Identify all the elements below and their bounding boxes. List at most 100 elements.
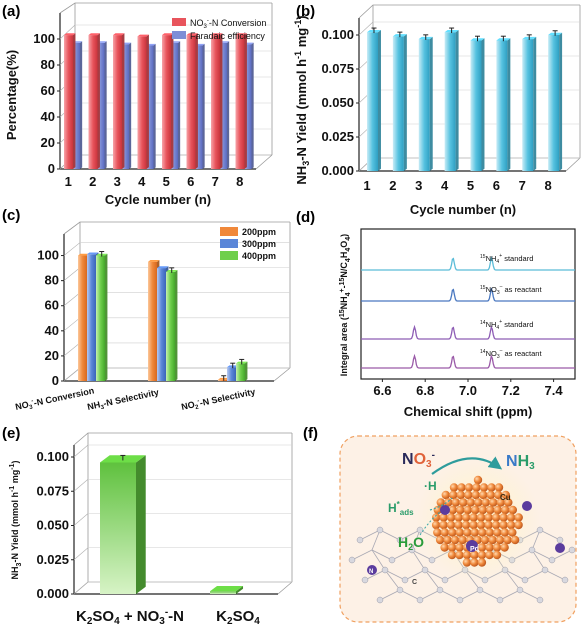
y-tick-label: 80 (45, 273, 59, 288)
legend-swatch-300ppm (220, 239, 238, 248)
bar-b-yield-8-side (559, 32, 563, 172)
gridline-diag (73, 479, 89, 492)
bar-b-yield-6-front (496, 40, 508, 171)
bar-e-1 (210, 585, 244, 594)
gridline-diag (73, 513, 89, 526)
cu-atom (492, 550, 502, 560)
carbon-atom (396, 536, 404, 544)
cu-atom (450, 535, 460, 545)
cu-label: Cu (500, 493, 511, 502)
y-tick-label: 80 (41, 57, 55, 72)
x-tick-label: 6.6 (373, 383, 391, 398)
bar-c-300ppm-1-top (157, 266, 169, 269)
bar-a-conversion-8-front (235, 35, 245, 169)
cu-atom (462, 550, 472, 560)
cu-atom (431, 520, 441, 530)
cu-atom (492, 543, 502, 552)
cu-atom (481, 498, 490, 507)
gridline-diag (63, 317, 81, 332)
y-tick-label: 0.025 (36, 552, 69, 567)
cu-atom (449, 490, 458, 500)
bar-e-1-front (210, 591, 236, 594)
spectrum-label-2: 14NH4+ standard (480, 319, 533, 331)
cu-atom (510, 535, 520, 545)
x-tick-label: 2 (89, 174, 96, 189)
bar-c-300ppm-0-top (87, 252, 99, 255)
cu-atom (472, 483, 481, 492)
x-tick-label: 3 (415, 178, 422, 193)
cu-atom (493, 528, 502, 537)
cu-atom (477, 513, 486, 522)
cu-atom (479, 490, 488, 500)
bar-b-yield-3-side (429, 36, 433, 171)
bar-a-conversion-6-front (186, 35, 196, 169)
gridline-diag (63, 267, 81, 281)
gridline-diag (73, 547, 89, 560)
carbon-atom (396, 586, 404, 594)
cu-atom (451, 498, 460, 507)
cu-atom (441, 490, 450, 500)
carbon-atom (521, 576, 529, 584)
bar-a-conversion-1-front (64, 35, 73, 169)
bar-a-faradaic-3-front (121, 44, 129, 170)
carbon-atom (408, 546, 416, 554)
panel-b-ylabel: NH3-N Yield (mmol h-1 mg-1) (293, 15, 311, 184)
carbon-atom (361, 576, 369, 584)
legend-swatch-faradaic (172, 31, 186, 39)
cu-atom (514, 520, 523, 530)
bar-a-conversion-2 (88, 33, 100, 170)
legend-swatch-400ppm (220, 251, 238, 260)
x-tick-label: 7.4 (545, 383, 564, 398)
cu-atom (484, 520, 493, 530)
bar-c-400ppm-0-front (96, 255, 105, 381)
carbon-atom (388, 556, 396, 564)
panel-a-label: (a) (2, 3, 20, 20)
cu-atom (493, 505, 502, 515)
bar-a-faradaic-7-front (219, 42, 227, 169)
y-tick-label: 0.000 (321, 163, 354, 178)
bar-a-faradaic-5-side (178, 41, 181, 169)
panel-e-y-ticks: 0.000 0.025 0.050 0.075 0.100 (36, 449, 74, 601)
panel-a-y-ticks: 0 20 40 60 80 100 (33, 31, 60, 176)
cu-atom (488, 535, 497, 545)
cu-atom (501, 490, 510, 500)
carbon-atom (376, 526, 384, 534)
bar-b-yield-4-side (455, 30, 459, 171)
x-tick-label: 8 (236, 174, 243, 189)
bar-e-1-top (210, 585, 244, 592)
cu-atom (500, 543, 509, 552)
bar-b-yield-8-front (548, 35, 560, 171)
bar-a-conversion-1 (64, 33, 76, 170)
bar-a-conversion-5 (162, 33, 174, 170)
y-tick-label: 0 (52, 373, 59, 388)
water-label: H2O (398, 534, 424, 552)
bar-b-yield-5-front (470, 40, 482, 171)
bar-a-faradaic-8-side (251, 42, 254, 169)
bar-a-conversion-8-top (235, 33, 247, 36)
panel-e-x-ticks: K2SO4 + NO3--N K2SO4 (76, 607, 260, 627)
bar-a-conversion-4-front (137, 36, 147, 170)
panel-d-plot-frame (360, 228, 576, 380)
panel-d-label: (d) (296, 209, 315, 226)
carbon-atom (536, 596, 544, 604)
bar-a-conversion-4-side (146, 34, 149, 169)
bar-a-faradaic-8-front (243, 44, 252, 170)
bar-a-conversion-5-side (171, 33, 174, 170)
nitrogen-atom (440, 505, 450, 515)
c-category-label-nh3-selectivity: NH3-N Selectivity (86, 387, 160, 414)
cu-atom (471, 490, 480, 500)
water-arrow (419, 511, 441, 536)
panel-d-xlabel: Chemical shift (ppm) (404, 404, 533, 419)
x-tick-label: 8 (544, 178, 551, 193)
cu-atom (456, 490, 465, 500)
panel-b-label: (b) (296, 3, 315, 20)
cu-atom (507, 513, 516, 522)
panel-a-x-ticks: 1 2 3 4 5 6 7 8 (65, 174, 244, 189)
bar-b-yield-6 (496, 35, 511, 172)
gridline-diag (63, 242, 81, 256)
panel-b-x-ticks: 1 2 3 4 5 6 7 8 (363, 178, 551, 193)
cu-atom (478, 528, 487, 537)
schematic-f: Pd Cu N C NO3- NH3 ·H H*ads H2O (339, 435, 577, 623)
cu-atom (503, 535, 512, 545)
